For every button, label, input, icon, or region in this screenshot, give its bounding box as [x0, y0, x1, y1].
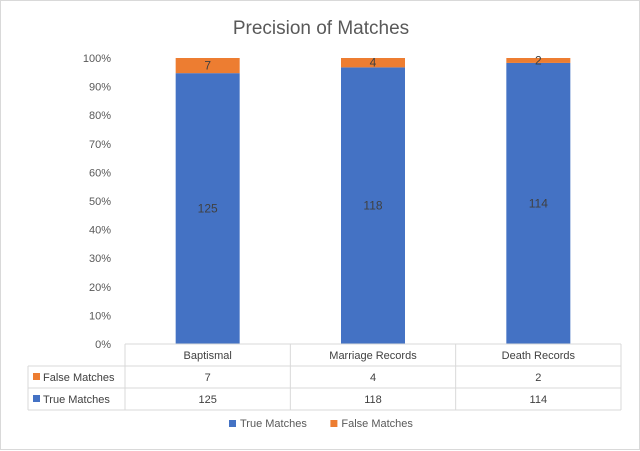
bar-segment-true-matches [506, 62, 571, 345]
y-tick-label: 100% [83, 53, 111, 65]
data-label: 7 [204, 59, 211, 73]
y-tick-label: 30% [89, 253, 111, 265]
x-category-label: Death Records [502, 350, 576, 362]
y-tick-label: 50% [89, 196, 111, 208]
bar-segment-true-matches [175, 73, 240, 345]
bar-segment-false-matches [341, 58, 405, 68]
table-cell-value: 4 [370, 372, 376, 384]
bar-segment-false-matches [506, 58, 571, 63]
data-label: 114 [529, 196, 548, 210]
legend: True Matches False Matches [229, 418, 413, 430]
data-table: Baptismal Marriage Records Death Records Fa… [27, 343, 622, 411]
legend-entry: False Matches [341, 418, 413, 430]
y-tick-label: 60% [89, 167, 111, 179]
bar-segment-false-matches [175, 58, 240, 74]
y-tick-label: 80% [89, 110, 111, 122]
table-cell-value: 7 [205, 372, 211, 384]
data-label: 118 [363, 199, 382, 213]
legend-key [229, 420, 236, 427]
bars: 125 7 118 4 114 2 [175, 53, 571, 345]
table-series-name: False Matches [43, 372, 115, 384]
y-tick-label: 40% [89, 225, 111, 237]
data-label: 2 [535, 53, 542, 67]
table-cell-value: 114 [530, 394, 548, 406]
y-tick-label: 0% [95, 339, 111, 351]
table-cell-value: 125 [198, 394, 216, 406]
y-axis: 0% 10% 20% 30% 40% 50% 60% 70% 80% 90% 100% [83, 53, 111, 351]
table-legend-key [33, 373, 40, 380]
legend-key [330, 420, 338, 427]
legend-entry: True Matches [240, 418, 307, 430]
chart-title: Precision of Matches [233, 18, 409, 39]
table-cell-value: 118 [364, 394, 382, 406]
table-legend-key [33, 395, 40, 402]
y-tick-label: 90% [89, 82, 111, 94]
y-tick-label: 70% [89, 139, 111, 151]
table-cell-value: 2 [535, 372, 541, 384]
data-label: 125 [198, 202, 218, 216]
y-tick-label: 10% [89, 310, 111, 322]
table-series-name: True Matches [43, 394, 110, 406]
bar-segment-true-matches [341, 67, 405, 345]
data-label: 4 [370, 56, 377, 70]
x-category-label: Marriage Records [329, 350, 417, 362]
y-tick-label: 20% [89, 282, 111, 294]
x-category-label: Baptismal [184, 350, 232, 362]
